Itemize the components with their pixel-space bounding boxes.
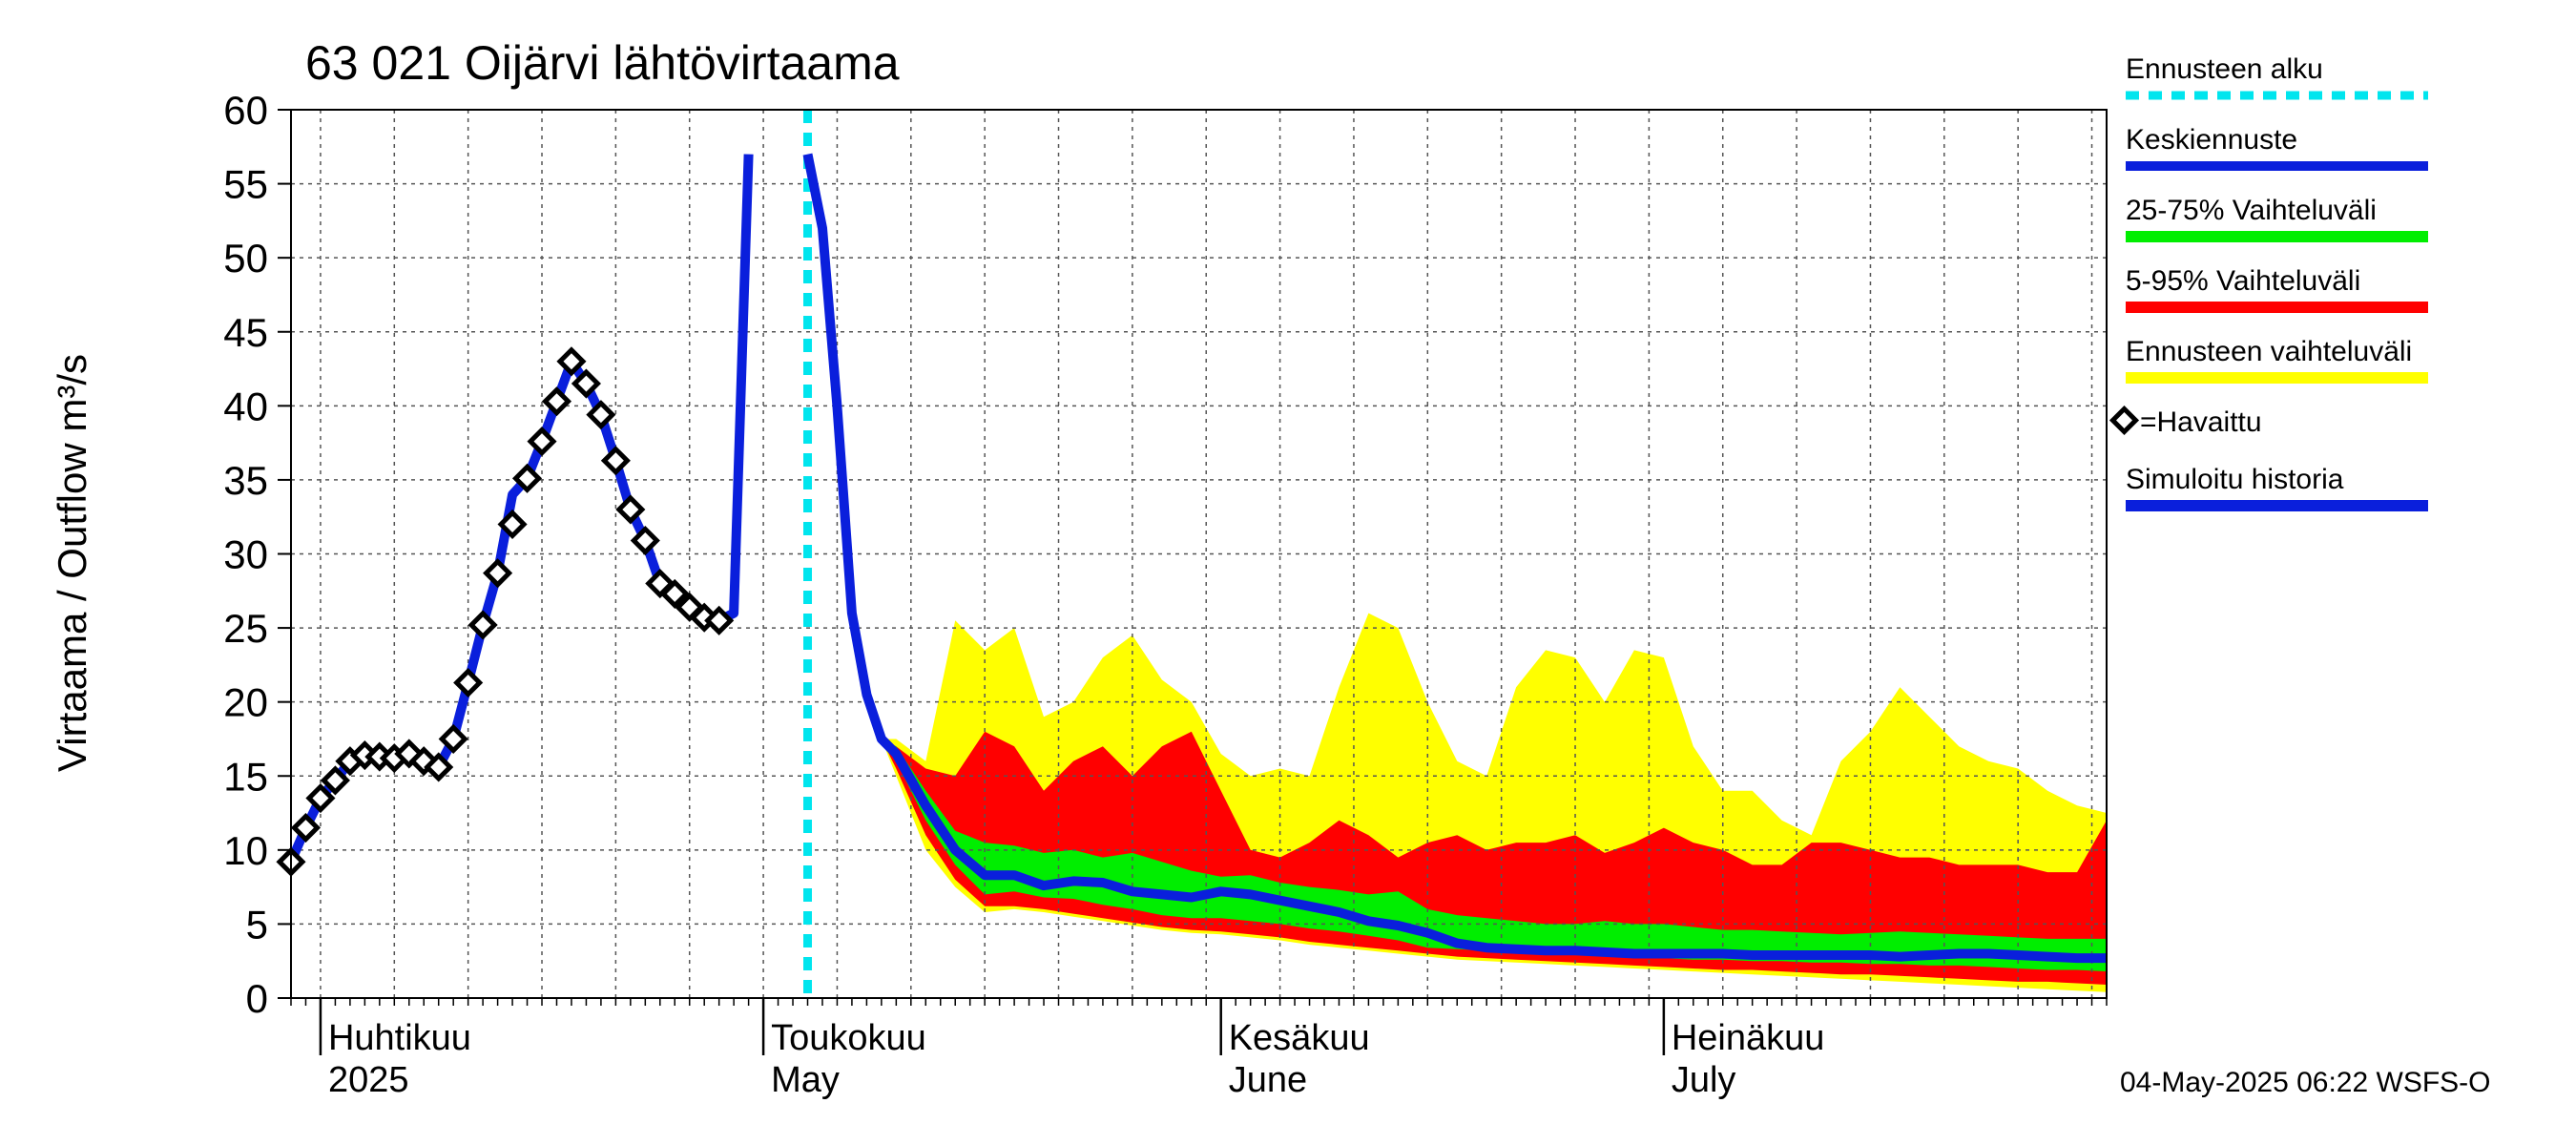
legend-label-range-5-95: 5-95% Vaihteluväli <box>2126 265 2360 297</box>
legend: Ennusteen alku Keskiennuste 25-75% Vaiht… <box>2109 53 2428 511</box>
observed-point <box>571 368 601 399</box>
chart-title: 63 021 Oijärvi lähtövirtaama <box>305 36 900 90</box>
x-month-label-fi: Huhtikuu <box>328 1018 471 1058</box>
observed-point <box>424 752 454 782</box>
observed-point <box>497 509 528 540</box>
y-tick-label: 20 <box>223 680 268 725</box>
range-5-95-band <box>807 154 2107 986</box>
observed-point <box>320 765 350 796</box>
observed-point <box>305 782 336 814</box>
legend-label-mean-forecast: Keskiennuste <box>2126 124 2297 156</box>
x-month-label-en: 2025 <box>328 1060 409 1100</box>
observed-point <box>704 605 735 635</box>
observed-markers <box>276 346 735 877</box>
observed-point <box>483 558 513 589</box>
y-tick-label: 0 <box>246 976 268 1021</box>
observed-point <box>630 525 660 556</box>
y-tick-label: 25 <box>223 606 268 651</box>
x-month-label-fi: Kesäkuu <box>1229 1018 1370 1058</box>
observed-point <box>556 346 587 377</box>
x-month-label-fi: Heinäkuu <box>1672 1018 1825 1058</box>
y-tick-label: 45 <box>223 310 268 355</box>
x-month-label-fi: Toukokuu <box>771 1018 926 1058</box>
observed-point <box>467 610 498 640</box>
legend-label-observed: =Havaittu <box>2140 406 2262 438</box>
x-month-label-en: May <box>771 1060 840 1100</box>
legend-label-simulated: Simuloitu historia <box>2126 464 2344 495</box>
x-month-label-en: June <box>1229 1060 1307 1100</box>
legend-label-forecast-range: Ennusteen vaihteluväli <box>2126 336 2412 367</box>
legend-label-forecast-start: Ennusteen alku <box>2126 53 2323 85</box>
y-axis-label: Virtaama / Outflow m³/s <box>50 354 94 772</box>
legend-label-range-25-75: 25-75% Vaihteluväli <box>2126 195 2377 226</box>
observed-point <box>615 494 646 525</box>
observed-point <box>586 400 616 430</box>
observed-point <box>453 667 484 698</box>
axes: 051015202530354045505560Huhtikuu2025Touk… <box>223 88 2108 1100</box>
y-tick-label: 35 <box>223 458 268 503</box>
y-tick-label: 40 <box>223 384 268 428</box>
observed-point <box>600 446 631 476</box>
observed-point <box>290 813 322 843</box>
y-tick-label: 5 <box>246 902 268 947</box>
legend-swatch-observed <box>2109 405 2140 436</box>
observed-point <box>541 386 572 417</box>
x-month-label-en: July <box>1672 1060 1736 1100</box>
mean-forecast-line <box>802 153 2107 964</box>
observed-point <box>511 463 543 493</box>
y-tick-label: 30 <box>223 532 268 577</box>
y-tick-label: 55 <box>223 162 268 207</box>
y-tick-label: 60 <box>223 88 268 133</box>
timestamp-label: 04-May-2025 06:22 WSFS-O <box>2120 1067 2491 1098</box>
observed-point <box>438 723 468 755</box>
grid-lines <box>291 110 2107 998</box>
observed-point <box>659 578 690 609</box>
observed-point <box>527 427 557 457</box>
y-tick-label: 10 <box>223 828 268 873</box>
y-tick-label: 50 <box>223 236 268 281</box>
y-tick-label: 15 <box>223 754 268 799</box>
